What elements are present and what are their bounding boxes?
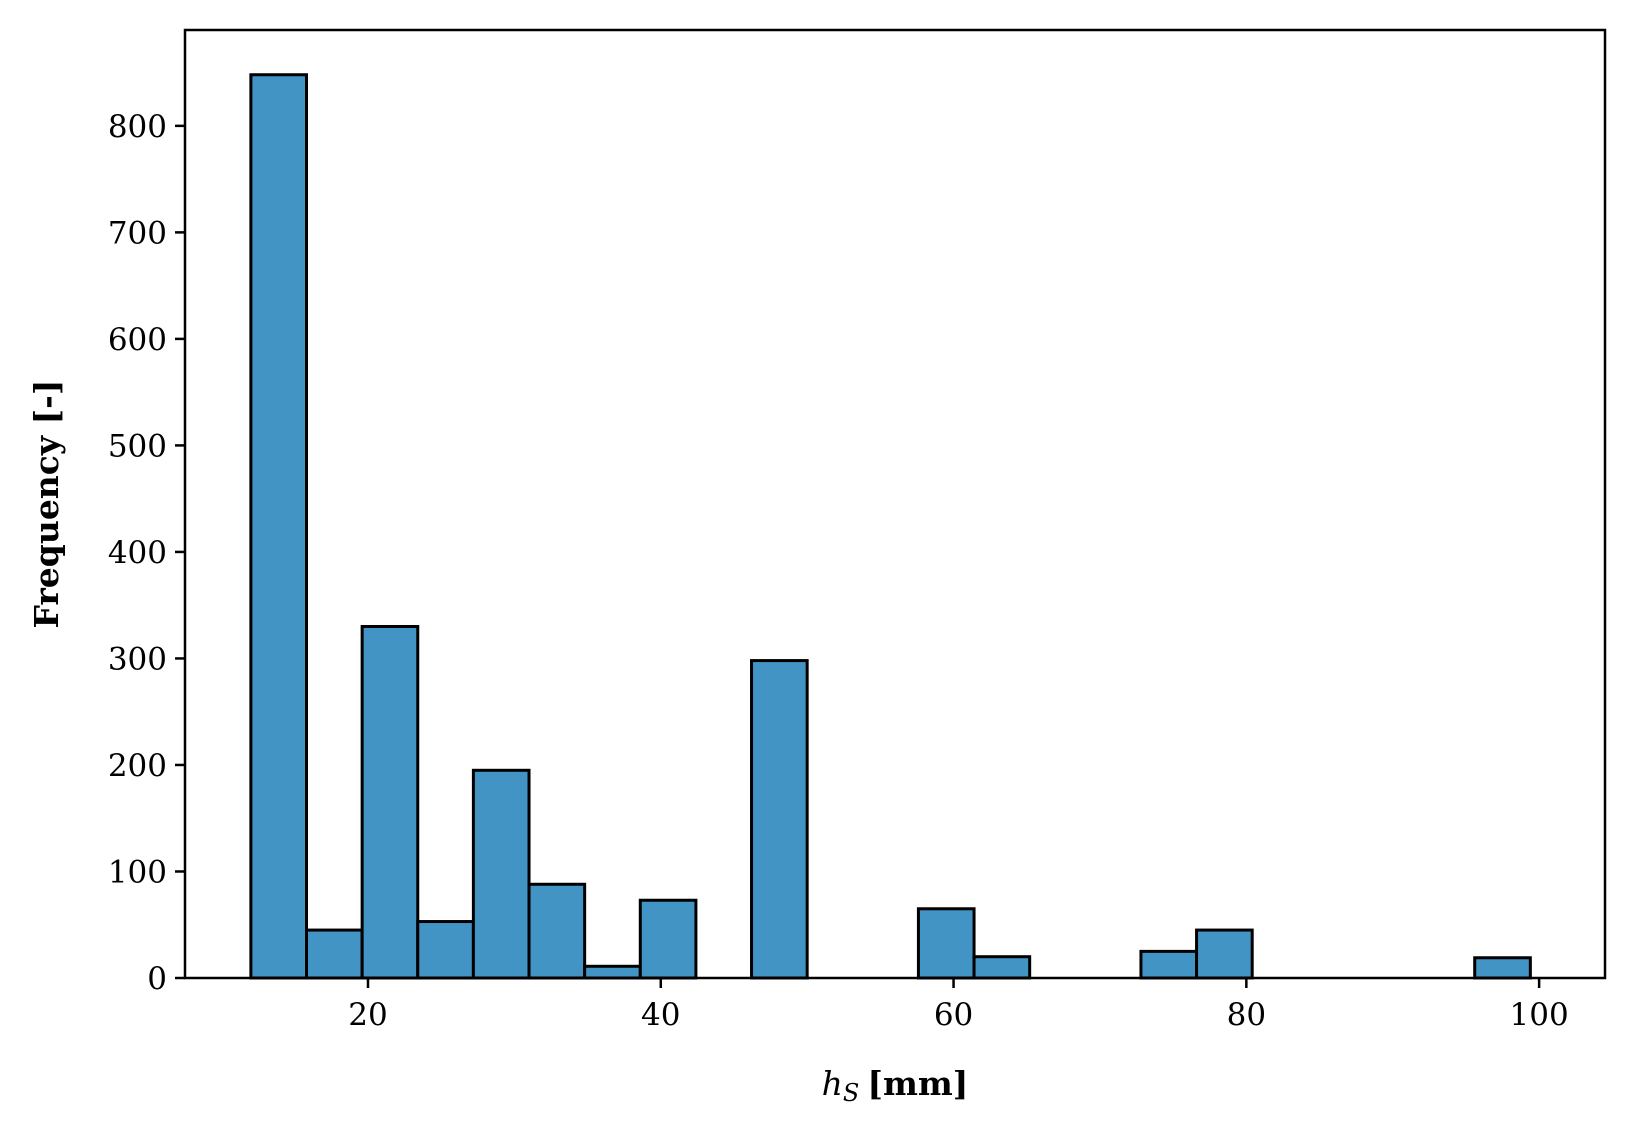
histogram-bar-17 [1195, 928, 1254, 980]
y-axis-label: Frequency [-] [27, 380, 66, 629]
y-tick-label-300: 300 [108, 641, 167, 677]
histogram-bar-22 [1473, 956, 1532, 980]
histogram-bar-13 [972, 955, 1032, 980]
histogram-bar-6 [583, 964, 642, 980]
histogram-bar-4 [471, 768, 531, 980]
x-axis-subscript: S [843, 1079, 859, 1107]
x-tick-label-60: 60 [934, 997, 973, 1033]
x-axis-symbol: h [822, 1064, 843, 1103]
y-tick-label-500: 500 [108, 428, 167, 464]
y-tick-label-700: 700 [108, 215, 167, 251]
histogram-bar-9 [750, 659, 809, 980]
y-tick-label-600: 600 [108, 322, 167, 358]
x-tick-label-100: 100 [1510, 997, 1569, 1033]
histogram-bar-1 [305, 928, 364, 980]
y-tick-label-0: 0 [147, 961, 167, 997]
y-tick-label-200: 200 [108, 748, 167, 784]
histogram-bar-3 [416, 920, 475, 980]
x-axis-label: hS [mm] [822, 1064, 969, 1107]
y-tick-label-800: 800 [108, 109, 167, 145]
x-tick-label-40: 40 [641, 997, 680, 1033]
x-axis-ticks: 20 40 60 80 100 [348, 978, 1569, 1033]
x-tick-label-80: 80 [1227, 997, 1266, 1033]
histogram-bar-2 [360, 624, 420, 980]
histogram-bar-5 [527, 882, 587, 980]
x-axis-unit: [mm] [867, 1064, 968, 1103]
y-axis-ticks: 0 100 200 300 400 500 600 700 800 [108, 109, 185, 997]
y-tick-label-400: 400 [108, 535, 167, 571]
plot-frame [183, 28, 1607, 980]
y-tick-label-100: 100 [108, 854, 167, 890]
histogram-bars [249, 73, 1532, 980]
histogram-bar-7 [638, 898, 698, 980]
x-tick-label-20: 20 [348, 997, 387, 1033]
histogram-bar-12 [916, 907, 976, 980]
histogram-bar-0 [249, 73, 309, 980]
histogram-bar-16 [1139, 949, 1199, 980]
